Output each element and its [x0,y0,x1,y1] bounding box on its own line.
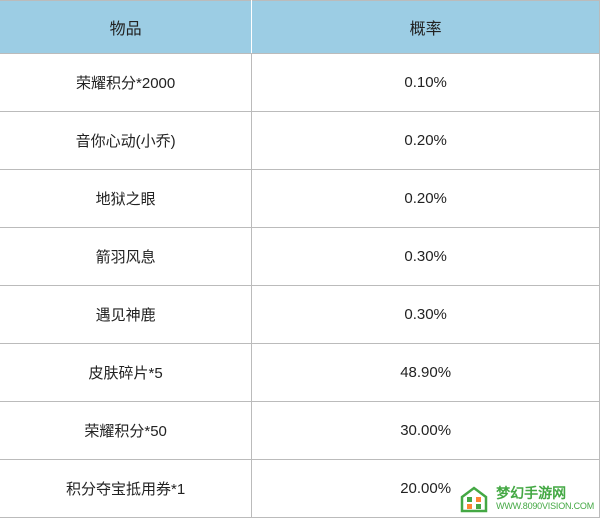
table-row: 地狱之眼 0.20% [0,170,600,228]
probability-cell: 0.30% [252,286,600,344]
table-row: 荣耀积分*2000 0.10% [0,54,600,112]
table-row: 皮肤碎片*5 48.90% [0,344,600,402]
table-row: 音你心动(小乔) 0.20% [0,112,600,170]
item-cell: 荣耀积分*2000 [0,54,252,112]
probability-cell: 0.20% [252,170,600,228]
header-item: 物品 [0,1,252,54]
probability-table: 物品 概率 荣耀积分*2000 0.10% 音你心动(小乔) 0.20% 地狱之… [0,0,600,518]
table-header-row: 物品 概率 [0,1,600,54]
probability-cell: 0.30% [252,228,600,286]
watermark-url: WWW.8090VISION.COM [496,502,594,512]
watermark: 梦幻手游网 WWW.8090VISION.COM [458,483,594,515]
table-row: 箭羽风息 0.30% [0,228,600,286]
watermark-title: 梦幻手游网 [496,486,594,501]
probability-cell: 0.10% [252,54,600,112]
table-body: 荣耀积分*2000 0.10% 音你心动(小乔) 0.20% 地狱之眼 0.20… [0,54,600,518]
item-cell: 荣耀积分*50 [0,402,252,460]
item-cell: 积分夺宝抵用券*1 [0,460,252,518]
item-cell: 地狱之眼 [0,170,252,228]
item-cell: 遇见神鹿 [0,286,252,344]
table-row: 遇见神鹿 0.30% [0,286,600,344]
watermark-text: 梦幻手游网 WWW.8090VISION.COM [496,486,594,511]
item-cell: 皮肤碎片*5 [0,344,252,402]
item-cell: 箭羽风息 [0,228,252,286]
watermark-logo-icon [458,483,490,515]
header-probability: 概率 [252,1,600,54]
table-row: 荣耀积分*50 30.00% [0,402,600,460]
probability-cell: 30.00% [252,402,600,460]
probability-cell: 48.90% [252,344,600,402]
item-cell: 音你心动(小乔) [0,112,252,170]
probability-cell: 0.20% [252,112,600,170]
